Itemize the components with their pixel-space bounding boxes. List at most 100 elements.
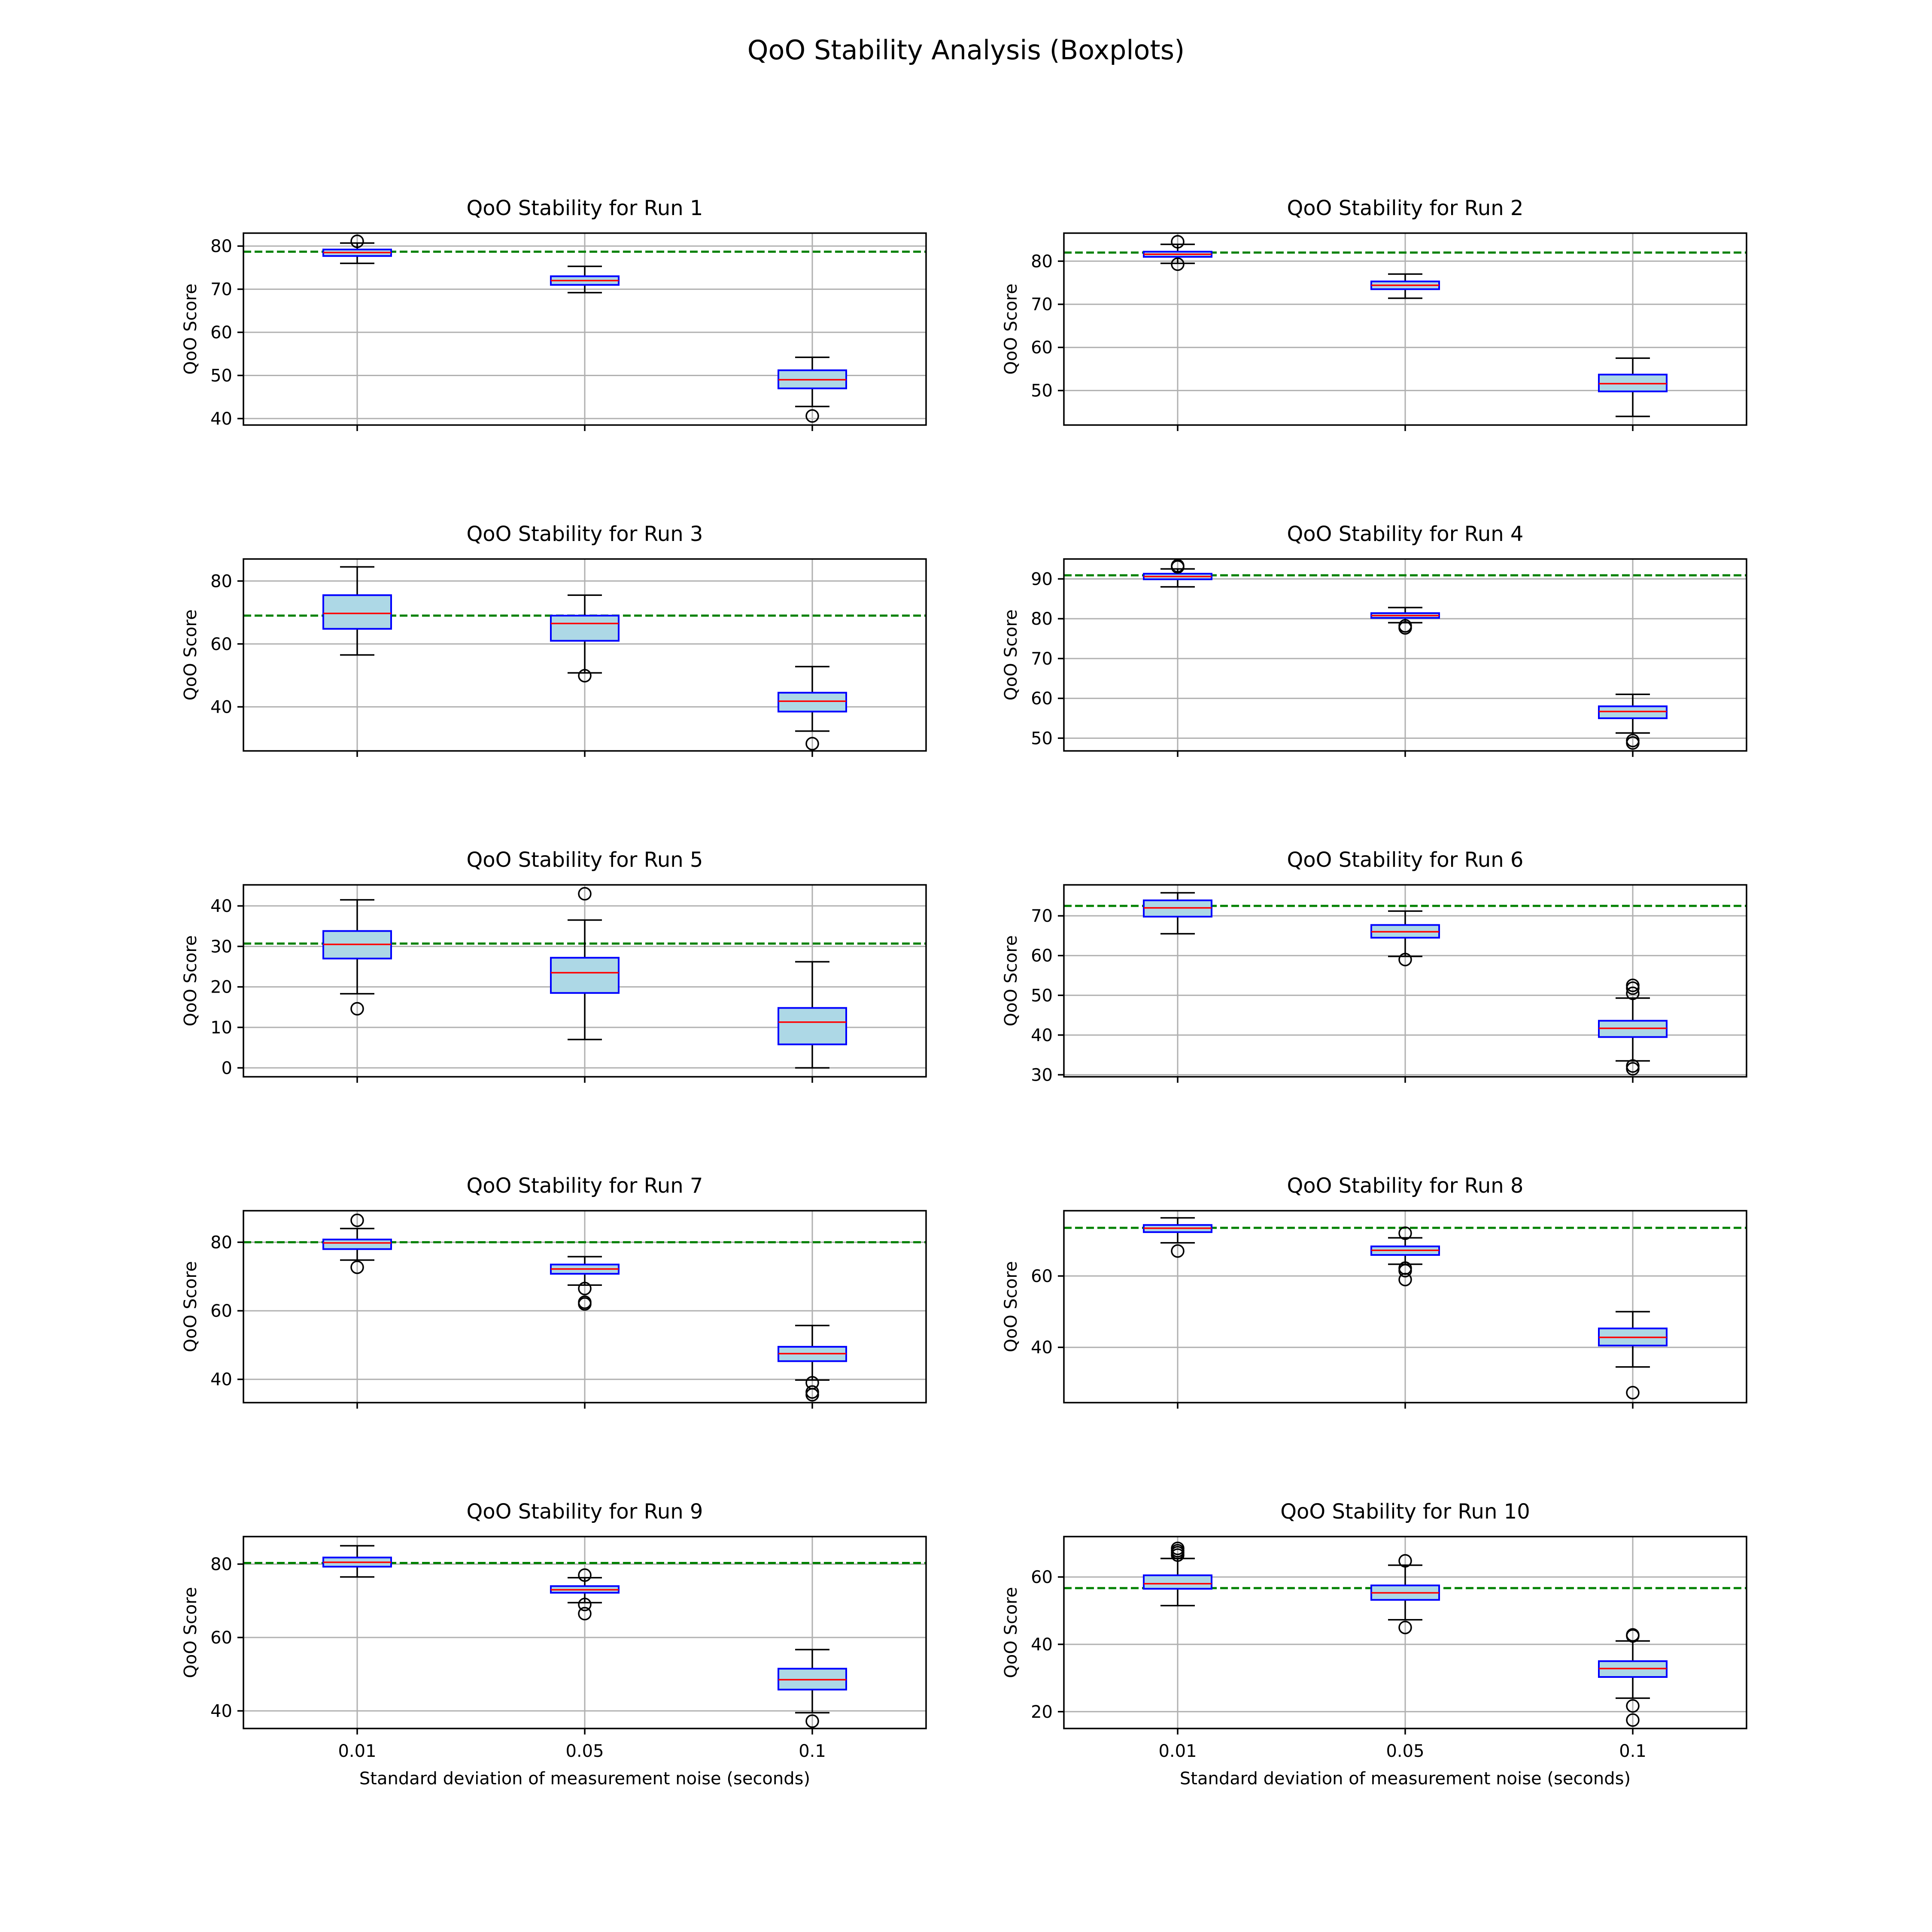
box-0.1 (778, 665, 847, 750)
outlier-point (350, 1260, 364, 1274)
y-tick-label: 30 (1031, 1065, 1053, 1085)
y-axis-label: QoO Score (1001, 283, 1021, 374)
x-tick-label: 0.05 (565, 1741, 604, 1761)
subplot-title: QoO Stability for Run 3 (467, 522, 703, 546)
box-0.01 (322, 566, 392, 656)
box-0.1 (1598, 357, 1668, 417)
subplot-title: QoO Stability for Run 8 (1287, 1174, 1524, 1198)
box-0.05 (1370, 1226, 1440, 1287)
subplot-run-6: QoO Stability for Run 6 30 40 50 60 70 QoO Sco… (1001, 848, 1747, 1085)
outlier-point (350, 1002, 364, 1016)
subplot-title: QoO Stability for Run 1 (467, 196, 703, 220)
y-tick-label: 70 (1031, 295, 1053, 315)
y-tick-label: 60 (210, 635, 232, 654)
y-tick-label: 40 (210, 409, 232, 429)
subplot-title: QoO Stability for Run 9 (467, 1500, 703, 1524)
outlier-point (1626, 1699, 1640, 1713)
subplot-run-5: QoO Stability for Run 5 0 10 20 30 40 QoO Scor… (181, 848, 927, 1083)
box-iqr (550, 957, 620, 994)
subplot-title: QoO Stability for Run 7 (467, 1174, 703, 1198)
outlier-point (1626, 1713, 1640, 1727)
y-tick-label: 20 (210, 978, 232, 997)
y-tick-label: 80 (210, 1233, 232, 1252)
outlier-point (578, 1598, 592, 1611)
y-tick-label: 40 (1031, 1338, 1053, 1358)
y-tick-label: 10 (210, 1018, 232, 1038)
y-tick-label: 30 (210, 937, 232, 957)
outlier-point (1626, 1385, 1640, 1400)
box-0.1 (1598, 1311, 1668, 1400)
subplot-run-2: QoO Stability for Run 2 50 60 70 80 QoO Score (1001, 196, 1747, 431)
subplot-run-3: QoO Stability for Run 3 40 60 80 QoO Score (181, 522, 927, 757)
y-tick-label: 20 (1031, 1702, 1053, 1722)
outlier-point (578, 1607, 592, 1621)
box-0.05 (1370, 1554, 1440, 1634)
y-axis-label: QoO Score (181, 609, 200, 700)
subplot-title: QoO Stability for Run 6 (1287, 848, 1524, 872)
outlier-point (805, 1388, 819, 1402)
outlier-point (350, 234, 364, 248)
box-iqr (550, 614, 620, 642)
outlier-point (1171, 1244, 1185, 1258)
box-0.01 (322, 1213, 392, 1274)
subplot-run-1: QoO Stability for Run 1 40 50 60 70 80 QoO Sco… (181, 196, 927, 431)
outlier-point (1626, 1059, 1640, 1073)
y-tick-label: 90 (1031, 569, 1053, 589)
outlier-point (578, 1282, 592, 1295)
y-tick-label: 70 (1031, 649, 1053, 669)
x-tick-label: 0.1 (1619, 1741, 1646, 1761)
box-0.01 (322, 234, 392, 264)
subplot-run-4: QoO Stability for Run 4 50 60 70 80 90 QoO Sco… (1001, 522, 1747, 757)
y-tick-label: 60 (210, 323, 232, 343)
box-0.01 (322, 1545, 392, 1578)
subplot-run-9: QoO Stability for Run 9 40 60 80 0.01 0.05 0.1… (181, 1500, 927, 1789)
subplot-title: QoO Stability for Run 2 (1287, 196, 1524, 220)
box-0.01 (322, 899, 392, 1016)
outlier-point (578, 887, 592, 901)
y-tick-label: 70 (210, 280, 232, 300)
outlier-point (1626, 1628, 1640, 1642)
y-tick-label: 60 (1031, 946, 1053, 966)
x-tick-label: 0.01 (338, 1741, 376, 1761)
outlier-point (578, 1297, 592, 1311)
y-tick-label: 50 (1031, 381, 1053, 401)
box-0.1 (778, 356, 847, 423)
y-tick-label: 80 (210, 237, 232, 256)
box-0.05 (1370, 910, 1440, 966)
subplot-grid: QoO Stability for Run 1 40 50 60 70 80 QoO Sco… (181, 196, 1747, 1789)
outlier-point (578, 1568, 592, 1582)
box-0.05 (550, 887, 620, 1040)
box-iqr (322, 1239, 392, 1250)
outlier-point (1398, 1273, 1412, 1287)
outlier-point (1398, 1554, 1412, 1568)
y-tick-label: 50 (1031, 986, 1053, 1005)
box-0.05 (1370, 273, 1440, 299)
outlier-point (350, 1213, 364, 1227)
y-tick-label: 80 (210, 1555, 232, 1574)
subplot-title: QoO Stability for Run 10 (1280, 1500, 1530, 1524)
y-tick-label: 40 (1031, 1026, 1053, 1045)
box-iqr (1598, 705, 1668, 719)
box-0.05 (550, 1256, 620, 1311)
y-tick-label: 40 (1031, 1635, 1053, 1655)
y-axis-label: QoO Score (181, 1261, 200, 1352)
box-0.01 (1143, 559, 1212, 588)
y-tick-label: 60 (210, 1628, 232, 1648)
box-iqr (322, 594, 392, 630)
subplot-title: QoO Stability for Run 4 (1287, 522, 1524, 546)
outlier-point (1398, 619, 1412, 633)
x-tick-label: 0.1 (799, 1741, 826, 1761)
y-tick-label: 80 (1031, 252, 1053, 271)
box-0.05 (550, 594, 620, 683)
y-axis-label: QoO Score (181, 283, 200, 374)
outlier-point (805, 409, 819, 423)
x-axis-label: Standard deviation of measurement noise … (1180, 1769, 1631, 1789)
outlier-point (1171, 257, 1185, 271)
box-0.01 (1143, 892, 1212, 935)
y-tick-label: 60 (1031, 1267, 1053, 1286)
subplot-run-7: QoO Stability for Run 7 40 60 80 QoO Score (181, 1174, 927, 1409)
y-tick-label: 40 (210, 1701, 232, 1721)
y-tick-label: 60 (210, 1301, 232, 1321)
subplot-run-10: QoO Stability for Run 10 20 40 60 0.01 0.05 0.… (1001, 1500, 1747, 1789)
y-tick-label: 80 (210, 571, 232, 591)
